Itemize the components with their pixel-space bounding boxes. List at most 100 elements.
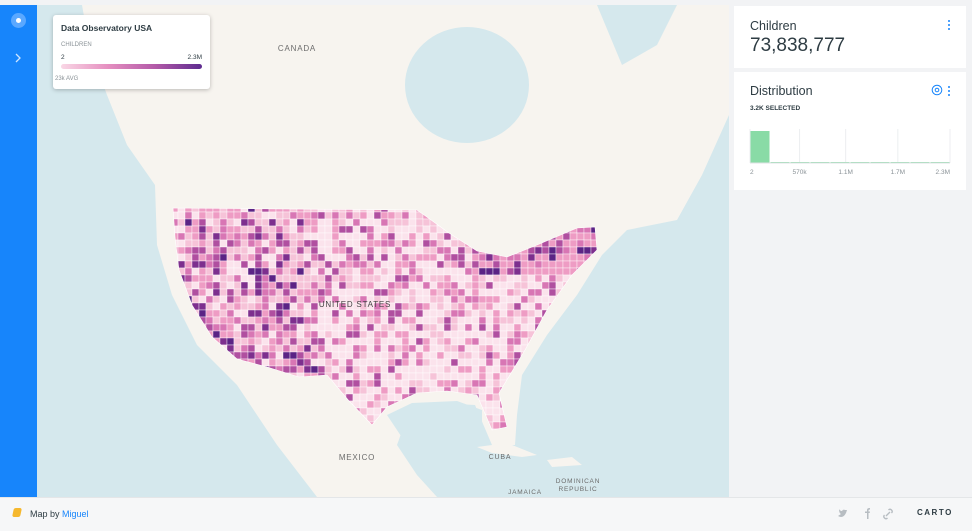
county <box>513 344 522 353</box>
county <box>338 225 347 234</box>
county <box>506 260 515 269</box>
county <box>380 337 389 346</box>
county <box>590 281 597 290</box>
county <box>590 344 597 353</box>
county <box>324 309 333 318</box>
widget-menu[interactable] <box>947 85 951 97</box>
county <box>541 393 550 402</box>
county <box>289 309 298 318</box>
county <box>408 232 417 241</box>
county <box>226 281 235 290</box>
carto-logo[interactable]: CARTO <box>917 508 953 517</box>
county <box>366 358 375 367</box>
county <box>520 316 529 325</box>
county <box>198 225 207 234</box>
twitter-icon[interactable] <box>838 509 847 517</box>
author-link[interactable]: Miguel <box>62 509 89 519</box>
county <box>191 407 200 416</box>
county <box>331 316 340 325</box>
county <box>359 218 368 227</box>
facebook-icon[interactable] <box>865 508 870 519</box>
county <box>184 225 193 234</box>
county <box>520 428 529 430</box>
county <box>205 239 214 248</box>
county <box>184 274 193 283</box>
county <box>289 344 298 353</box>
county <box>590 421 597 430</box>
home-button[interactable] <box>11 13 26 28</box>
county <box>226 400 235 409</box>
county <box>226 302 235 311</box>
county <box>219 386 228 395</box>
county <box>219 330 228 339</box>
county <box>478 316 487 325</box>
county <box>506 351 515 360</box>
county <box>576 365 585 374</box>
county <box>282 232 291 241</box>
county <box>555 281 564 290</box>
county <box>177 386 186 395</box>
county <box>240 288 249 297</box>
county <box>317 253 326 262</box>
county <box>198 218 207 227</box>
county <box>191 218 200 227</box>
county <box>443 344 452 353</box>
county <box>275 232 284 241</box>
county <box>394 211 403 220</box>
county <box>443 288 452 297</box>
county <box>422 302 431 311</box>
county <box>191 421 200 430</box>
county <box>492 260 501 269</box>
county <box>254 309 263 318</box>
county <box>450 246 459 255</box>
county <box>177 428 186 430</box>
county <box>268 281 277 290</box>
county <box>198 414 207 423</box>
county <box>499 295 508 304</box>
county <box>345 372 354 381</box>
county <box>184 239 193 248</box>
county <box>359 372 368 381</box>
county <box>205 232 214 241</box>
county <box>247 288 256 297</box>
county <box>499 330 508 339</box>
county <box>576 316 585 325</box>
county <box>303 358 312 367</box>
county <box>485 281 494 290</box>
county <box>499 337 508 346</box>
county <box>576 253 585 262</box>
county <box>173 351 179 360</box>
county <box>436 309 445 318</box>
county <box>380 246 389 255</box>
county <box>359 393 368 402</box>
county <box>569 351 578 360</box>
county <box>254 253 263 262</box>
county <box>219 372 228 381</box>
county <box>562 414 571 423</box>
county <box>310 337 319 346</box>
county <box>282 246 291 255</box>
county <box>324 218 333 227</box>
county <box>527 260 536 269</box>
county <box>429 309 438 318</box>
county <box>240 344 249 353</box>
county <box>408 309 417 318</box>
county <box>457 379 466 388</box>
county <box>345 260 354 269</box>
map[interactable]: CANADA UNITED STATES MEXICO CUBA DOMINIC… <box>37 5 729 497</box>
widget-menu[interactable] <box>947 19 951 31</box>
county <box>338 330 347 339</box>
county <box>598 338 605 345</box>
county <box>415 295 424 304</box>
county <box>527 407 536 416</box>
filter-button[interactable] <box>931 84 943 96</box>
county <box>177 407 186 416</box>
county <box>499 372 508 381</box>
county <box>184 281 193 290</box>
link-icon[interactable] <box>883 508 893 520</box>
county <box>541 260 550 269</box>
county <box>408 365 417 374</box>
expand-button[interactable] <box>14 53 22 63</box>
map-label: JAMAICA <box>508 489 542 496</box>
county <box>324 253 333 262</box>
